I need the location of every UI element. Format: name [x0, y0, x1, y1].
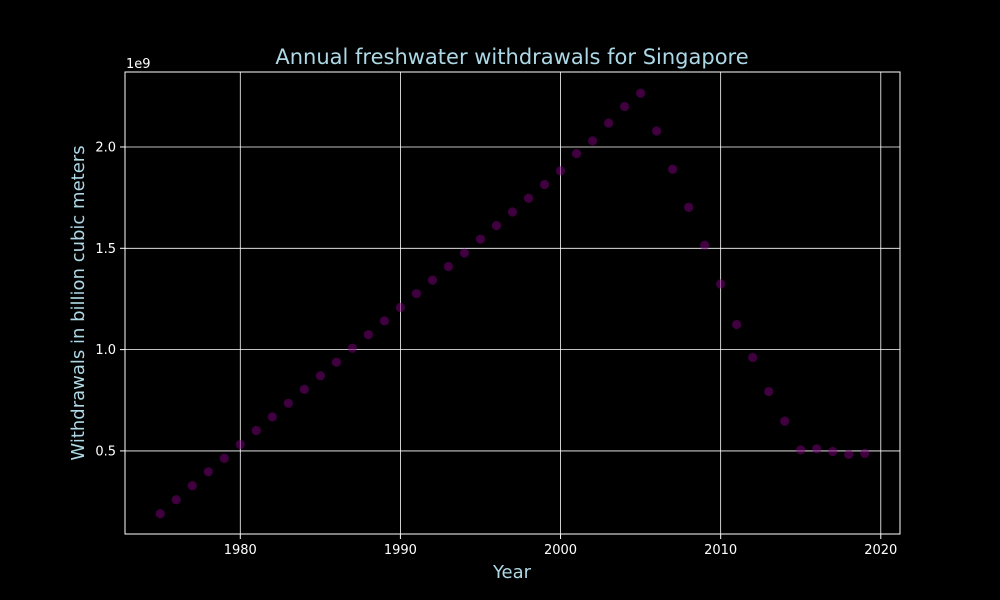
- x-axis-label: Year: [492, 562, 532, 583]
- y-offset-label: 1e9: [126, 57, 151, 72]
- data-point: [844, 449, 854, 459]
- data-point: [235, 439, 245, 450]
- y-tick-label: 0.5: [95, 444, 116, 459]
- data-point: [732, 319, 742, 330]
- y-axis-label: Withdrawals in billion cubic meters: [68, 145, 89, 460]
- data-point: [411, 289, 422, 299]
- x-tick-label: 2020: [864, 543, 897, 558]
- data-point: [587, 136, 598, 146]
- y-axis-ticks: 0.5 1.0 1.5 2.0: [95, 140, 125, 459]
- data-point: [155, 509, 165, 519]
- data-point: [828, 446, 838, 457]
- data-point: [764, 386, 774, 397]
- data-point: [283, 398, 293, 408]
- x-axis-ticks: 1980 1990 2000 2010 2020: [224, 534, 897, 558]
- data-point: [571, 149, 582, 159]
- data-point: [443, 261, 454, 272]
- data-point: [748, 352, 758, 363]
- data-point: [700, 240, 710, 250]
- data-point: [251, 425, 261, 436]
- chart-title: Annual freshwater withdrawals for Singap…: [275, 45, 748, 69]
- data-point: [716, 279, 726, 289]
- data-point: [427, 275, 438, 285]
- data-point: [203, 467, 213, 477]
- data-point: [491, 220, 502, 231]
- data-point: [523, 193, 534, 203]
- data-point: [507, 207, 518, 217]
- data-point: [668, 164, 678, 174]
- data-point: [379, 316, 390, 326]
- data-point: [652, 126, 662, 136]
- data-point: [812, 444, 822, 454]
- data-point: [219, 453, 229, 463]
- data-point: [459, 248, 470, 258]
- data-point: [796, 445, 806, 455]
- data-point: [619, 101, 630, 112]
- x-tick-label: 2000: [544, 543, 577, 558]
- y-tick-label: 1.0: [95, 343, 116, 358]
- y-tick-label: 1.5: [95, 242, 116, 257]
- data-points: [155, 88, 870, 519]
- data-point: [475, 234, 486, 244]
- data-point: [555, 166, 566, 176]
- data-point: [347, 343, 357, 353]
- data-point: [395, 302, 406, 313]
- plot-frame: [124, 71, 901, 535]
- data-point: [267, 412, 277, 422]
- data-point: [860, 448, 870, 458]
- data-point: [635, 88, 646, 98]
- y-tick-label: 2.0: [95, 140, 116, 155]
- data-point: [315, 371, 325, 381]
- data-point: [684, 202, 694, 212]
- data-point: [603, 118, 614, 128]
- x-tick-label: 2010: [704, 543, 737, 558]
- data-point: [363, 330, 373, 340]
- data-point: [171, 495, 181, 505]
- data-point: [299, 384, 309, 394]
- x-tick-label: 1990: [384, 543, 417, 558]
- data-point: [780, 416, 790, 426]
- grid-lines: [125, 72, 900, 534]
- data-point: [539, 179, 550, 190]
- data-point: [187, 481, 197, 491]
- data-point: [331, 357, 341, 367]
- x-tick-label: 1980: [224, 543, 257, 558]
